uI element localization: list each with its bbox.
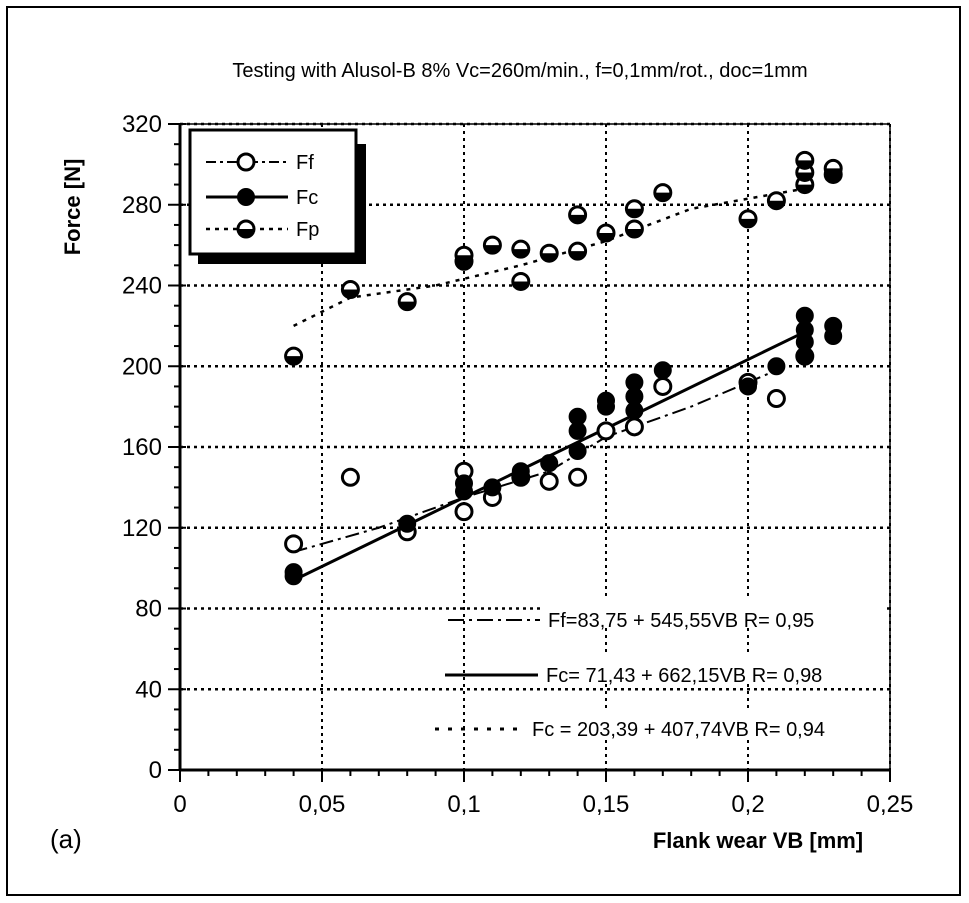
point-fc (455, 474, 473, 493)
point-fp-fill (342, 289, 359, 298)
y-tick-label: 80 (135, 596, 162, 623)
point-fc (597, 391, 615, 410)
point-fc (824, 316, 843, 335)
point-ff (596, 421, 616, 441)
point-fc (653, 361, 672, 380)
equation-text: Ff=83,75 + 545,55VB R= 0,95 (548, 610, 814, 632)
legend-box (188, 128, 358, 256)
x-tick-label: 0,15 (583, 791, 630, 818)
point-ff (539, 471, 559, 491)
equation-bg (528, 709, 868, 737)
point-fp-fill (825, 168, 842, 177)
legend-label-fc: Fc (296, 187, 318, 209)
point-fc (483, 478, 502, 497)
legend-label-ff: Ff (296, 152, 314, 174)
point-ff (766, 389, 786, 409)
point-ff (454, 502, 474, 522)
point-ff (284, 534, 304, 554)
point-fp-fill (512, 281, 529, 290)
x-axis-label: Flank wear VB [mm] (653, 828, 863, 853)
equation-bg (544, 600, 884, 628)
y-tick-labels: 0 40 80 120 160 200 240 280 320 (122, 111, 162, 784)
y-tick-label: 280 (122, 192, 162, 219)
y-tick-label: 40 (135, 676, 162, 703)
fit-equations: Ff=83,75 + 545,55VB R= 0,95 Fc= 71,43 + 6… (435, 600, 884, 741)
equation-text: Fc= 71,43 + 662,15VB R= 0,98 (546, 665, 822, 687)
point-ff (653, 376, 673, 396)
point-fp-fill (456, 255, 472, 264)
point-fc (739, 377, 757, 396)
x-tick-label: 0,25 (867, 791, 914, 818)
y-tick-label: 120 (122, 515, 162, 542)
legend: Ff Fc Fp (188, 128, 366, 264)
equation-bg (542, 655, 882, 683)
y-axis-label: Force [N] (60, 159, 85, 256)
point-ff (568, 467, 588, 487)
point-fc (767, 357, 786, 376)
equation-text: Fc = 203,39 + 407,74VB R= 0,94 (532, 719, 825, 741)
point-fc (795, 306, 814, 325)
data-points (284, 150, 843, 586)
point-fc (568, 442, 587, 461)
point-ff (624, 417, 644, 437)
y-tick-label: 240 (122, 273, 162, 300)
axes (168, 123, 891, 782)
x-tick-label: 0,1 (447, 791, 480, 818)
point-fc (568, 407, 587, 426)
point-fp-fill (796, 172, 813, 181)
chart-title: Testing with Alusol-B 8% Vc=260m/min., f… (232, 60, 807, 82)
point-fc (625, 373, 644, 392)
y-tick-label: 160 (122, 434, 162, 461)
point-fp-fill (796, 160, 813, 169)
panel-label: (a) (50, 824, 82, 854)
point-ff (340, 467, 360, 487)
point-fp-fill (626, 208, 643, 217)
y-tick-label: 200 (122, 353, 162, 380)
point-fc (398, 514, 417, 533)
point-fc (540, 454, 559, 473)
x-tick-label: 0 (173, 791, 186, 818)
point-fp-fill (796, 184, 813, 193)
x-tick-label: 0,05 (299, 791, 346, 818)
fit-line-ff (293, 369, 777, 553)
legend-marker-fc (237, 188, 255, 206)
point-fp-fill (541, 253, 558, 262)
point-fc (511, 468, 530, 487)
point-fp-fill (399, 301, 416, 310)
point-fp-fill (654, 192, 671, 201)
y-tick-label: 0 (149, 757, 162, 784)
legend-label-fp: Fp (296, 219, 319, 241)
point-fp-fill (626, 228, 643, 237)
point-fp-fill (740, 218, 756, 227)
x-tick-labels: 0 0,05 0,1 0,15 0,2 0,25 (173, 791, 913, 818)
point-fp-fill (484, 245, 501, 254)
legend-marker-ff (236, 152, 256, 172)
y-tick-label: 320 (122, 111, 162, 138)
point-fp-fill (512, 249, 529, 258)
point-fc (284, 563, 303, 582)
x-tick-label: 0,2 (731, 791, 764, 818)
point-fp-fill (569, 251, 586, 260)
point-fp-fill (569, 214, 586, 223)
point-fp-fill (768, 200, 785, 209)
point-fp-fill (598, 233, 614, 242)
legend-marker-fp-fill (238, 229, 254, 237)
point-fp-fill (285, 356, 302, 365)
